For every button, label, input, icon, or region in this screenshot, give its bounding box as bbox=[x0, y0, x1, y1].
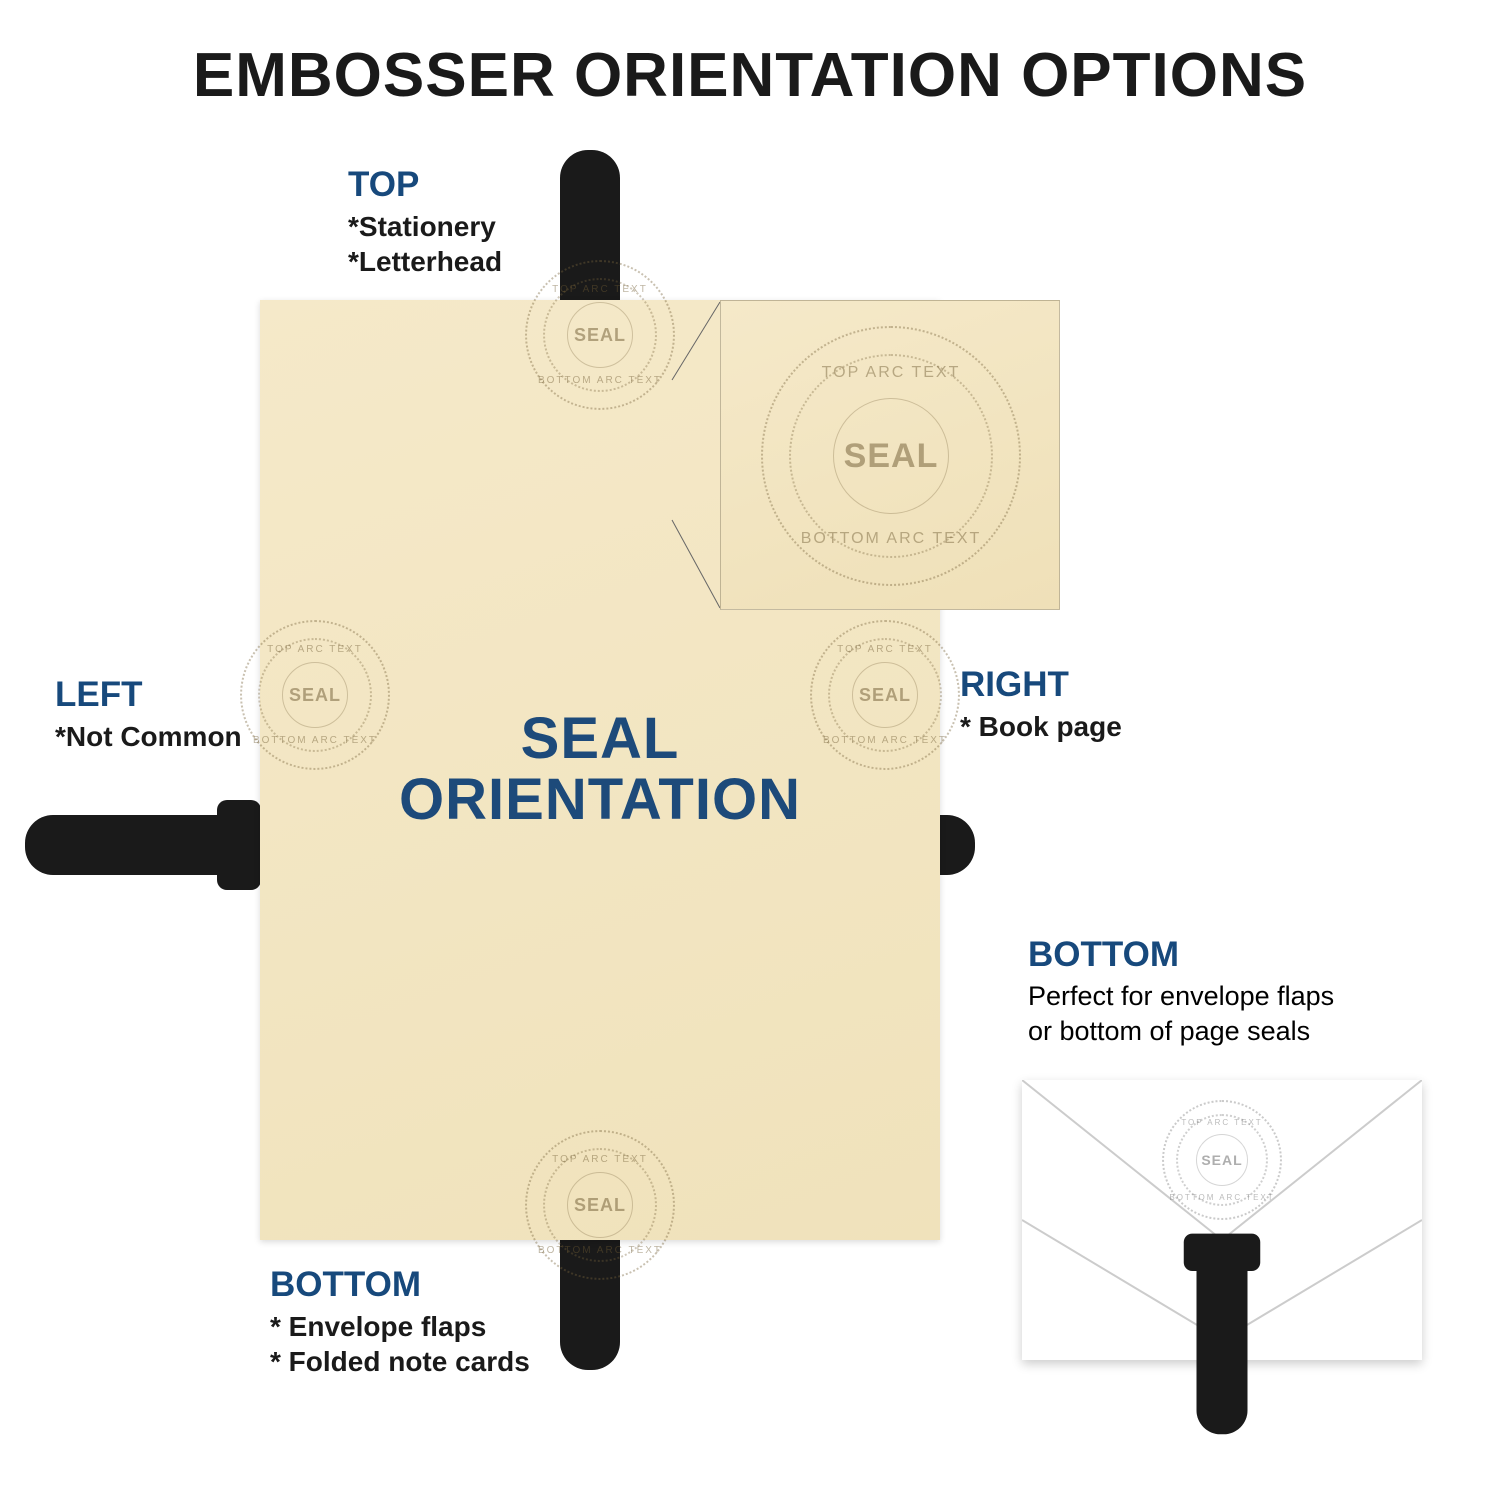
callout-bottom-sub2: * Folded note cards bbox=[270, 1344, 530, 1379]
seal-envelope: TOP ARC TEXT SEAL BOTTOM ARC TEXT bbox=[1162, 1100, 1282, 1220]
callout-top-sub1: *Stationery bbox=[348, 209, 502, 244]
callout-left-head: LEFT bbox=[55, 675, 242, 715]
seal-bottom: TOP ARC TEXT SEAL BOTTOM ARC TEXT bbox=[525, 1130, 675, 1280]
callout-right-sub1: * Book page bbox=[960, 709, 1122, 744]
zoom-panel: TOP ARC TEXT SEAL BOTTOM ARC TEXT bbox=[720, 300, 1060, 610]
seal-right: TOP ARC TEXT SEAL BOTTOM ARC TEXT bbox=[810, 620, 960, 770]
page-title: EMBOSSER ORIENTATION OPTIONS bbox=[0, 40, 1500, 111]
callout-top-head: TOP bbox=[348, 165, 502, 205]
embosser-left bbox=[25, 815, 235, 875]
callout-bottom: BOTTOM * Envelope flaps * Folded note ca… bbox=[270, 1265, 530, 1379]
seal-center-text: SEAL bbox=[567, 302, 633, 368]
callout-left-sub1: *Not Common bbox=[55, 719, 242, 754]
seal-top: TOP ARC TEXT SEAL BOTTOM ARC TEXT bbox=[525, 260, 675, 410]
callout-left: LEFT *Not Common bbox=[55, 675, 242, 754]
center-label: SEAL ORIENTATION bbox=[399, 709, 801, 831]
callout-right: RIGHT * Book page bbox=[960, 665, 1122, 744]
bottom-panel-line2: or bottom of page seals bbox=[1028, 1014, 1334, 1049]
bottom-panel-head: BOTTOM bbox=[1028, 935, 1334, 975]
seal-left: TOP ARC TEXT SEAL BOTTOM ARC TEXT bbox=[240, 620, 390, 770]
embosser-envelope bbox=[1197, 1256, 1248, 1435]
bottom-panel-line1: Perfect for envelope flaps bbox=[1028, 979, 1334, 1014]
seal-zoom: TOP ARC TEXT SEAL BOTTOM ARC TEXT bbox=[761, 326, 1021, 586]
center-line1: SEAL bbox=[399, 709, 801, 770]
callout-top-sub2: *Letterhead bbox=[348, 244, 502, 279]
callout-bottom-sub1: * Envelope flaps bbox=[270, 1309, 530, 1344]
callout-bottom-head: BOTTOM bbox=[270, 1265, 530, 1305]
callout-top: TOP *Stationery *Letterhead bbox=[348, 165, 502, 279]
center-line2: ORIENTATION bbox=[399, 770, 801, 831]
seal-arc-top: TOP ARC TEXT bbox=[552, 284, 648, 295]
bottom-panel: BOTTOM Perfect for envelope flaps or bot… bbox=[1028, 935, 1334, 1049]
seal-arc-bottom: BOTTOM ARC TEXT bbox=[538, 375, 662, 386]
callout-right-head: RIGHT bbox=[960, 665, 1122, 705]
